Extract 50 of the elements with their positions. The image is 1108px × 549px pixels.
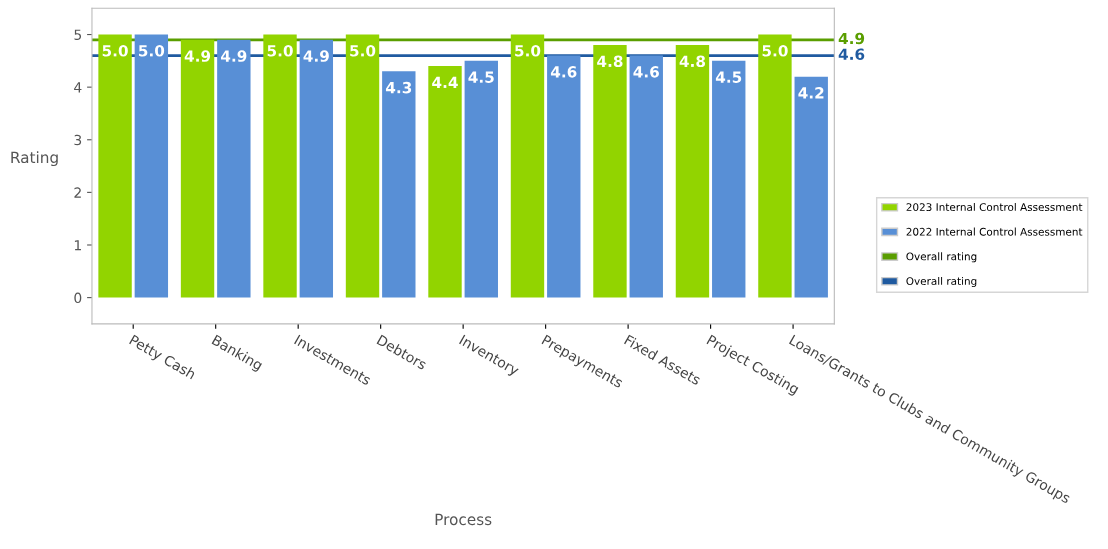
bar xyxy=(299,39,334,298)
data-label: 4.4 xyxy=(432,76,458,88)
y-tick-label: 3 xyxy=(74,134,82,146)
data-label: 4.5 xyxy=(715,71,742,83)
legend-label: 2022 Internal Control Assessment xyxy=(906,227,1083,236)
data-label: 4.6 xyxy=(550,66,577,78)
data-label: 4.2 xyxy=(798,87,824,99)
bar xyxy=(382,71,416,298)
legend-label: 2023 Internal Control Assessment xyxy=(906,202,1083,212)
bar xyxy=(794,76,828,298)
data-label: 5.0 xyxy=(102,45,128,57)
bar xyxy=(180,39,215,298)
data-label: 5.0 xyxy=(350,45,376,57)
bar xyxy=(98,34,132,298)
y-tick-label: 4 xyxy=(74,82,82,93)
bar xyxy=(629,55,663,298)
data-label: 5.0 xyxy=(762,45,788,57)
bar xyxy=(547,55,581,298)
text: 4.9 xyxy=(838,32,865,45)
bar xyxy=(510,34,545,298)
data-label: 4.3 xyxy=(385,81,412,94)
data-label: 4.8 xyxy=(597,55,623,68)
bar xyxy=(675,45,710,298)
data-label: 4.6 xyxy=(633,66,659,78)
y-tick-label: 5 xyxy=(74,29,82,41)
bar xyxy=(217,39,251,298)
bar xyxy=(134,34,169,298)
data-label: 4.9 xyxy=(303,50,329,62)
data-label: 4.9 xyxy=(184,50,211,62)
bar xyxy=(428,66,462,298)
legend-label: Overall rating xyxy=(906,276,977,288)
data-label: 5.0 xyxy=(267,45,293,57)
text: 4.6 xyxy=(838,48,865,61)
bar xyxy=(464,60,498,298)
bar xyxy=(345,34,380,298)
bar xyxy=(593,45,627,298)
y-axis-title: Rating xyxy=(11,151,58,167)
bar xyxy=(758,34,792,298)
bar xyxy=(263,34,297,298)
legend-label: Overall rating xyxy=(906,252,977,263)
y-tick-label: 2 xyxy=(74,187,81,198)
y-tick-label: 0 xyxy=(74,292,82,304)
data-label: 5.0 xyxy=(515,45,541,57)
x-axis-title: Process xyxy=(435,513,492,526)
bar xyxy=(712,60,746,298)
data-label: 4.5 xyxy=(468,71,494,83)
data-label: 5.0 xyxy=(139,45,165,57)
data-label: 4.8 xyxy=(679,55,706,68)
y-tick-label: 1 xyxy=(74,240,81,251)
data-label: 4.9 xyxy=(220,50,247,62)
